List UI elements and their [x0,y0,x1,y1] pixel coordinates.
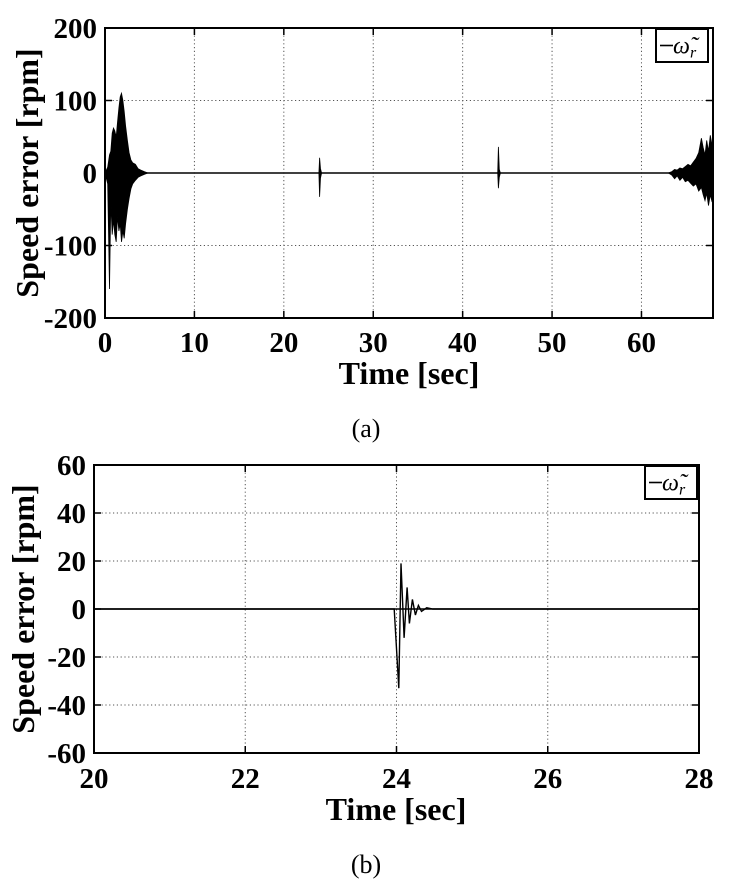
y-tick-label-40: 40 [57,498,86,530]
series-burst-startup-transient [104,91,150,290]
x-tick-label-22: 22 [231,763,260,795]
y-tick-label-200: 200 [54,13,98,45]
y-tick-label--60: -60 [47,738,86,770]
series-speed-error-rpm [94,563,699,689]
x-tick-label-26: 26 [533,763,562,795]
x-tick-label-20: 20 [80,763,109,795]
x-tick-label-10: 10 [180,327,209,359]
y-axis-label: Speed error [rpm] [5,484,41,733]
x-tick-label-0: 0 [98,327,113,359]
y-tick-label--20: -20 [47,642,86,674]
y-tick-label-100: 100 [54,86,98,118]
x-tick-label-50: 50 [538,327,567,359]
y-tick-label-20: 20 [57,546,86,578]
caption-a: (a) [351,414,381,443]
caption-b: (b) [350,850,382,879]
x-tick-label-30: 30 [359,327,388,359]
x-axis-label: Time [sec] [339,355,480,391]
series-speed-error-rpm [104,91,714,290]
y-tick-label--100: -100 [44,231,97,263]
y-tick-label-0: 0 [72,594,87,626]
y-tick-label--40: -40 [47,690,86,722]
chart-a: 0 10 20 30 40 50 60 200 100 0 -100 -200 Time [sec] Sp… [9,13,714,391]
legend: ω̃r [655,28,709,63]
series-line [94,563,699,689]
x-tick-label-20: 20 [269,327,298,359]
y-axis-label: Speed error [rpm] [9,48,45,297]
x-tick-label-28: 28 [685,763,714,795]
series-burst-disturbance-24s [318,157,323,197]
x-tick-label-60: 60 [627,327,656,359]
legend-box [644,465,698,500]
series-burst-disturbance-44s [497,146,501,189]
y-tick-label-60: 60 [57,450,86,482]
y-tick-label-0: 0 [83,158,98,190]
legend: ω̃r [644,465,698,500]
x-tick-label-40: 40 [448,327,477,359]
x-axis-label: Time [sec] [326,791,467,827]
x-tick-label-24: 24 [382,763,411,795]
y-tick-label--200: -200 [44,303,97,335]
chart-b: 20 22 24 26 28 60 40 20 0 -20 -40 -60 Time [sec] Spee… [5,450,714,827]
